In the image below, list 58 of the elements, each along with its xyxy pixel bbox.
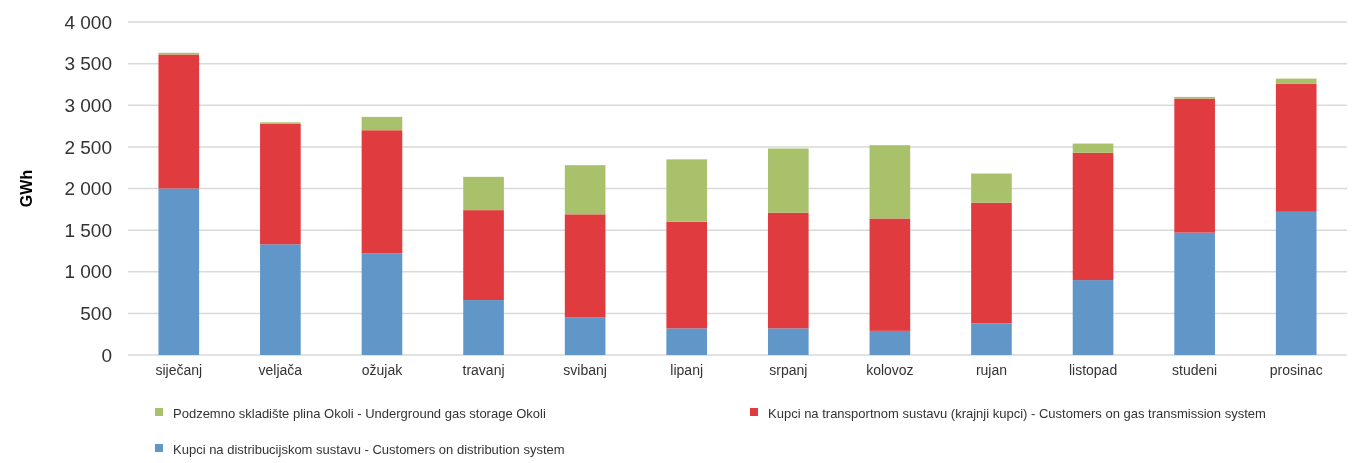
bar	[1072, 152, 1114, 281]
y-tick-label: 3 000	[64, 94, 112, 116]
x-tick-label: lipanj	[670, 362, 704, 378]
x-tick-label: listopad	[1068, 362, 1118, 378]
bar	[971, 173, 1012, 203]
bar	[666, 159, 708, 222]
x-tick-label: rujan	[975, 362, 1008, 378]
bar	[971, 323, 1012, 355]
x-tick-label: srpanj	[769, 362, 808, 378]
bar	[463, 300, 504, 355]
y-tick-label: 3 500	[64, 53, 112, 75]
bar	[463, 176, 504, 211]
y-tick-label: 1 000	[64, 261, 112, 283]
bar	[869, 330, 911, 355]
y-tick-label: 2 500	[64, 136, 112, 158]
bar	[361, 116, 403, 131]
x-tick-label: kolovoz	[866, 362, 914, 378]
bar	[564, 214, 606, 318]
bar	[564, 165, 606, 215]
bar	[767, 212, 809, 329]
x-tick-label: studeni	[1172, 362, 1218, 378]
bar	[1072, 280, 1114, 355]
bar	[1275, 78, 1317, 84]
bar	[1275, 211, 1317, 355]
bar	[1174, 98, 1215, 233]
bar	[158, 188, 200, 355]
x-tick-label: travanj	[462, 362, 505, 378]
bar	[869, 218, 911, 331]
y-tick-label: 2 000	[64, 178, 112, 200]
legend-label: Kupci na transportnom sustavu (krajnji kupci) - Customers on gas transmission system	[768, 405, 1266, 421]
x-tick-label: ožujak	[361, 362, 404, 378]
bar	[260, 244, 301, 355]
bar	[158, 54, 200, 189]
bar	[666, 221, 708, 329]
y-tick-label: 0	[101, 344, 112, 366]
bar	[564, 317, 606, 355]
x-tick-label: svibanj	[563, 362, 607, 378]
bar	[869, 145, 911, 219]
x-tick-label: veljača	[258, 362, 303, 378]
bar	[361, 130, 403, 254]
bar	[767, 148, 809, 213]
bar	[361, 253, 403, 355]
x-tick-label: siječanj	[155, 362, 203, 378]
x-tick-label: prosinac	[1269, 362, 1323, 378]
bar	[971, 202, 1012, 324]
bar	[1275, 83, 1317, 212]
bar	[1072, 143, 1114, 153]
bar	[260, 123, 301, 245]
bar	[1174, 232, 1215, 355]
y-tick-label: 500	[80, 303, 112, 325]
y-axis-title: GWh	[18, 169, 35, 208]
legend-label: Podzemno skladište plina Okoli - Underground gas storage Okoli	[173, 405, 546, 421]
bar	[767, 328, 809, 355]
y-tick-label: 1 500	[64, 219, 112, 241]
legend-label: Kupci na distribucijskom sustavu - Customers on distribution system	[173, 441, 565, 457]
y-tick-label: 4 000	[64, 11, 112, 33]
bar	[666, 328, 708, 355]
bar	[463, 210, 504, 301]
